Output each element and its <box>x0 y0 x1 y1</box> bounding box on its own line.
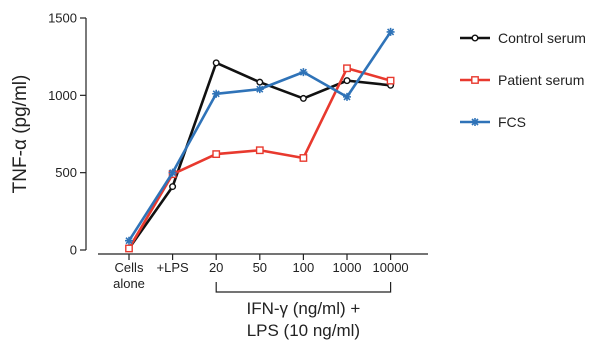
series-fcs <box>125 27 395 245</box>
group-bracket <box>215 282 392 293</box>
data-point <box>343 77 351 85</box>
data-point <box>299 94 307 102</box>
y-axis-label: TNF-α (pg/ml) <box>10 75 31 194</box>
x-tick-label: 20 <box>209 260 223 275</box>
legend-entry: FCS <box>460 114 526 130</box>
y-tick-label: 1500 <box>48 11 77 26</box>
y-tick-label: 500 <box>55 165 77 180</box>
data-point <box>125 236 133 245</box>
data-point <box>299 154 308 162</box>
series-line <box>127 66 392 250</box>
data-point <box>169 183 177 191</box>
data-point <box>255 85 264 94</box>
x-tick-label: 1000 <box>333 260 362 275</box>
data-point <box>255 146 264 155</box>
series-control-serum <box>125 59 395 252</box>
y-tick-label: 0 <box>70 243 77 258</box>
legend-label: Patient serum <box>498 72 584 88</box>
data-point <box>168 168 177 177</box>
x-tick-label: Cells <box>115 260 144 275</box>
x-tick-label-line2: alone <box>113 276 145 291</box>
data-point <box>343 92 351 101</box>
data-point <box>299 68 308 77</box>
x-tick-label: 100 <box>293 260 315 275</box>
data-point <box>386 27 395 36</box>
data-point <box>471 76 479 84</box>
legend-label: Control serum <box>498 30 586 46</box>
group-annotation: IFN-γ (ng/ml) + LPS (10 ng/ml) <box>215 282 392 340</box>
data-point <box>125 244 133 253</box>
data-point <box>343 64 351 73</box>
data-point <box>212 89 221 98</box>
data-point <box>471 118 479 126</box>
data-point <box>212 59 220 67</box>
legend-label: FCS <box>498 114 526 130</box>
legend: Control serum Patient serum FCS <box>460 30 586 130</box>
data-point <box>256 78 264 86</box>
group-label-line1: IFN-γ (ng/ml) + <box>246 299 360 318</box>
data-point <box>386 76 395 85</box>
legend-entry: Control serum <box>460 30 586 46</box>
x-tick-label: 50 <box>253 260 267 275</box>
data-point <box>212 150 221 159</box>
y-tick-label: 1000 <box>48 88 77 103</box>
group-label-line2: LPS (10 ng/ml) <box>247 321 360 340</box>
legend-entry: Patient serum <box>460 72 584 88</box>
series-layer <box>125 27 395 253</box>
series-line <box>127 30 392 243</box>
data-point <box>471 34 479 42</box>
x-tick-label: 10000 <box>373 260 409 275</box>
x-tick-label: +LPS <box>157 260 189 275</box>
